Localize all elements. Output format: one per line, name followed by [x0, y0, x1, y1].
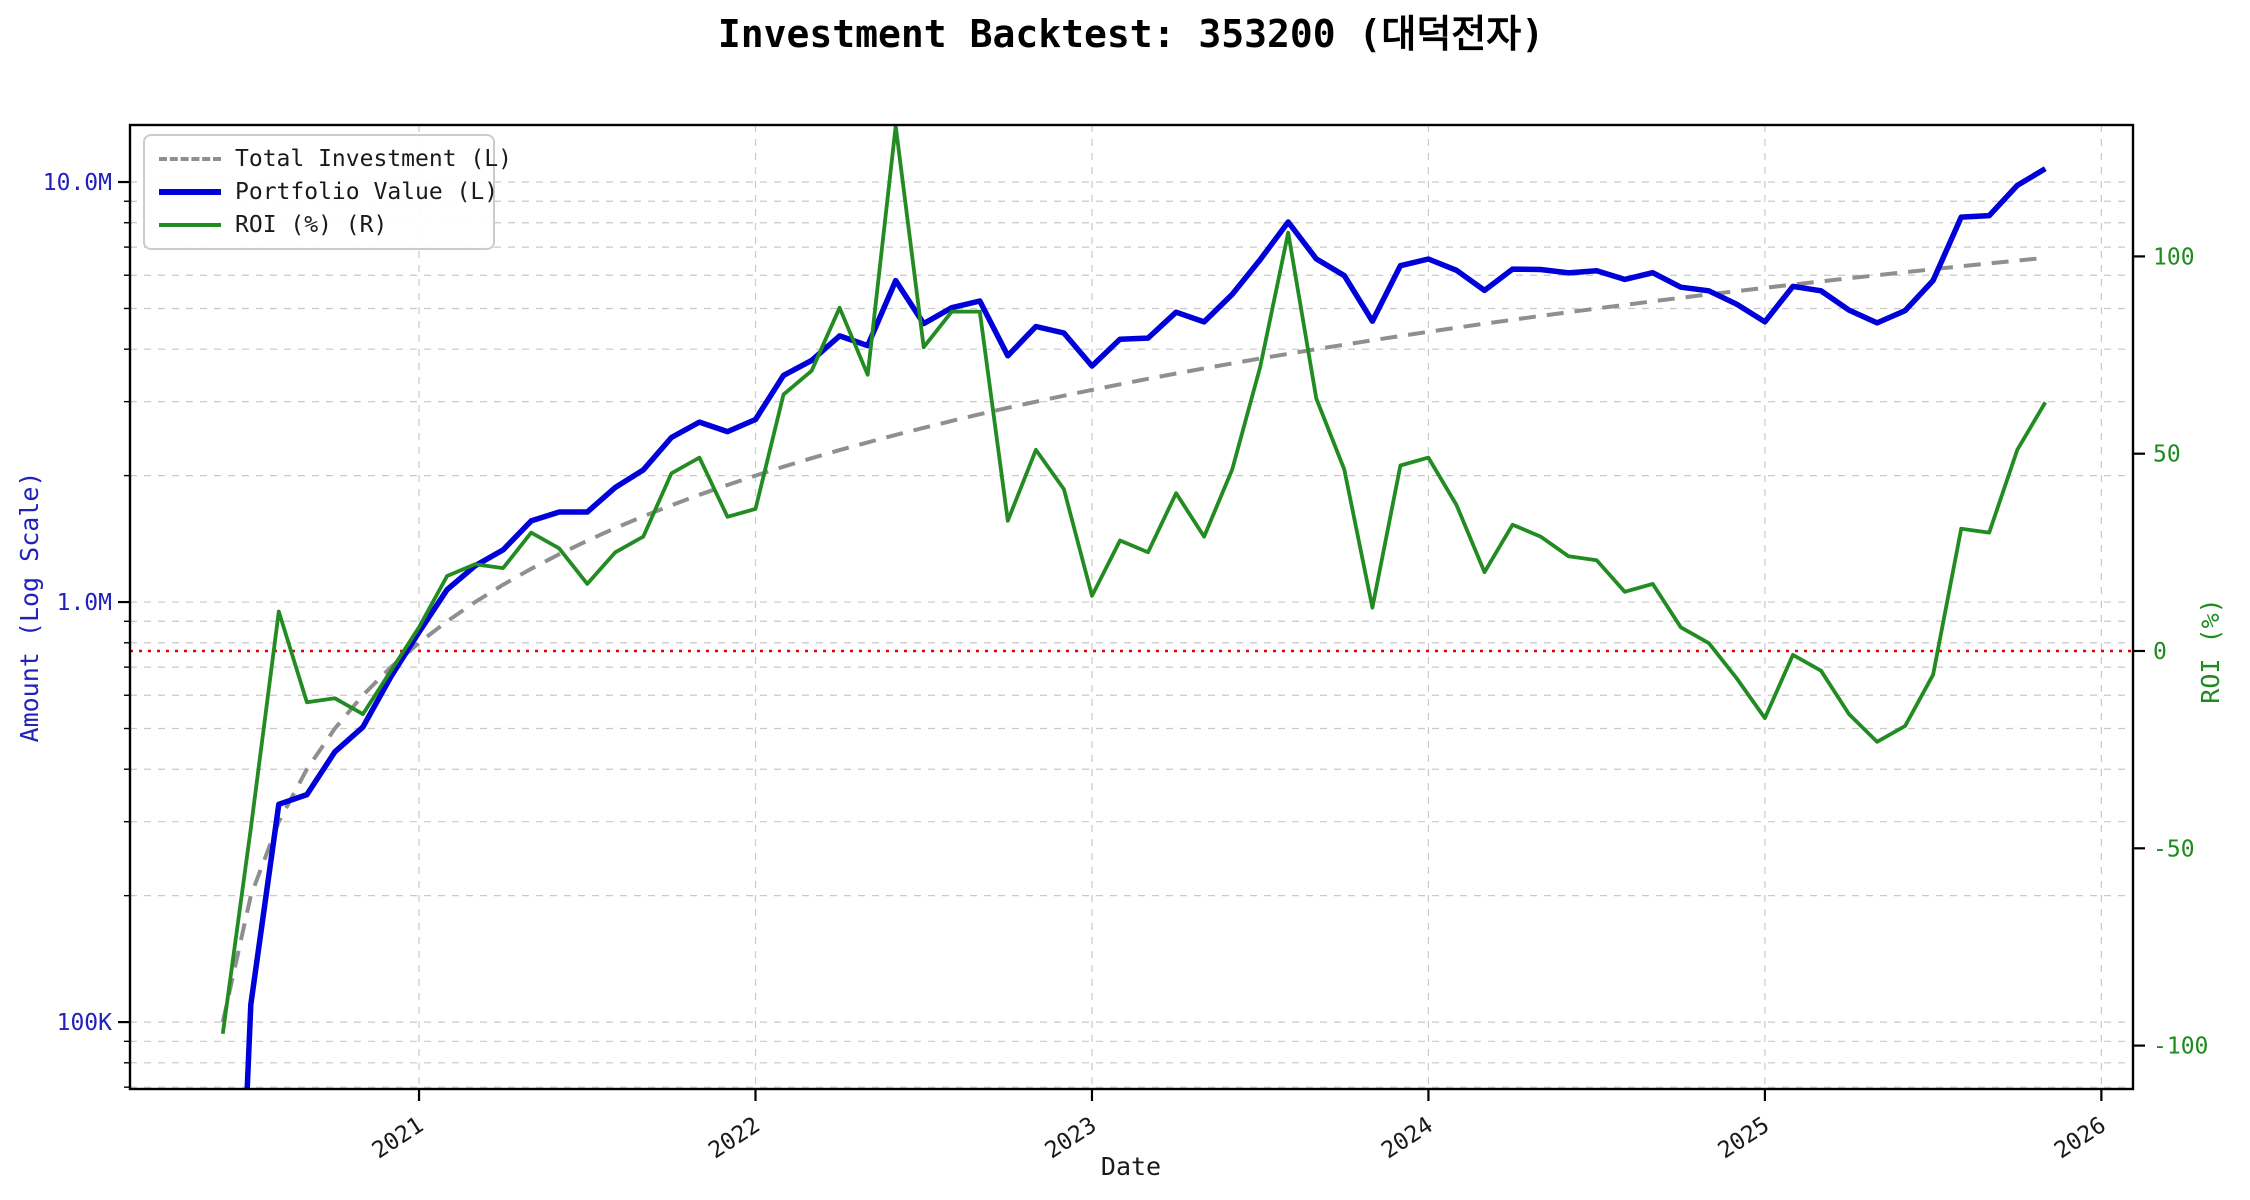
green-line-swatch-icon	[159, 223, 221, 227]
plot-border	[128, 123, 2135, 1091]
y-left-axis-label: Amount (Log Scale)	[15, 472, 44, 743]
chart-legend: Total Investment (L) Portfolio Value (L)…	[143, 134, 512, 250]
y-right-tick-label: 50	[2153, 442, 2181, 468]
y-right-tick-label: -50	[2153, 836, 2195, 862]
y-left-tick-label: 1.0M	[57, 590, 112, 616]
x-tick-label: 2025	[1714, 1112, 1775, 1164]
x-tick-label: 2023	[1041, 1112, 1102, 1164]
dashed-line-swatch-icon	[159, 157, 221, 161]
y-right-axis-label: ROI (%)	[2196, 598, 2225, 703]
x-tick-label: 2024	[1377, 1112, 1438, 1164]
x-tick-label: 2022	[704, 1112, 765, 1164]
roi-line	[220, 125, 2047, 1035]
y-right-tick-label: 100	[2153, 244, 2195, 270]
x-tick-label: 2026	[2050, 1112, 2111, 1164]
x-tick-label: 2021	[368, 1112, 429, 1164]
axis-ticks	[118, 180, 2145, 1101]
data-series	[220, 125, 2047, 1089]
legend-label: Total Investment (L)	[235, 146, 512, 172]
y-right-tick-label: -100	[2153, 1034, 2208, 1060]
y-right-tick-label: 0	[2153, 639, 2167, 665]
y-left-tick-label: 100K	[57, 1010, 113, 1036]
legend-label: ROI (%) (R)	[235, 212, 388, 238]
chart-title: Investment Backtest: 353200 (대덕전자)	[718, 12, 1544, 56]
legend-item-total-investment: Total Investment (L)	[159, 146, 512, 172]
gridlines	[130, 125, 2133, 1089]
total-investment-line	[220, 255, 2046, 1023]
legend-item-roi: ROI (%) (R)	[159, 212, 477, 238]
axes-spines	[128, 123, 2135, 1091]
y-left-tick-label: 10.0M	[43, 170, 112, 196]
portfolio-value-line	[244, 166, 2047, 1089]
x-axis-label: Date	[1101, 1152, 1161, 1181]
legend-label: Portfolio Value (L)	[235, 179, 499, 205]
blue-line-swatch-icon	[159, 189, 221, 195]
legend-item-portfolio-value: Portfolio Value (L)	[159, 179, 498, 205]
